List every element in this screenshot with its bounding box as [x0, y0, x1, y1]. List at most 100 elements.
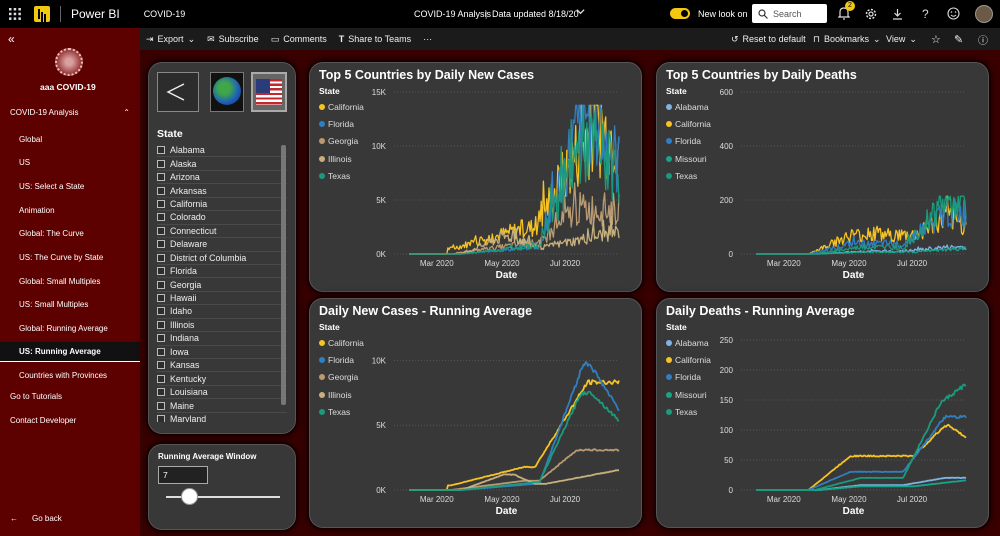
slicer-item-hawaii[interactable]: Hawaii [157, 292, 287, 306]
app-name[interactable]: Power BI [71, 7, 120, 21]
checkbox[interactable] [157, 320, 165, 329]
share-teams-button[interactable]: T Share to Teams [339, 34, 411, 44]
nav-page-us-running-average[interactable]: US: Running Average [0, 342, 140, 362]
series-line-texas[interactable] [756, 383, 967, 491]
slicer-item-georgia[interactable]: Georgia [157, 278, 287, 292]
edit-pencil-icon[interactable]: ✎ [954, 33, 964, 46]
legend-item[interactable]: Missouri [666, 386, 711, 403]
slicer-item-indiana[interactable]: Indiana [157, 332, 287, 346]
legend-item[interactable]: Illinois [319, 150, 364, 167]
slicer-item-alaska[interactable]: Alaska [157, 157, 287, 171]
slicer-item-kansas[interactable]: Kansas [157, 359, 287, 373]
running-average-slider[interactable] [166, 488, 280, 505]
search-box[interactable]: Search [752, 4, 827, 23]
checkbox[interactable] [157, 361, 165, 370]
slider-knob[interactable] [180, 488, 198, 505]
us-flag-button[interactable] [251, 72, 287, 112]
series-line-texas[interactable] [756, 195, 967, 255]
legend-item[interactable]: Florida [666, 133, 711, 150]
nav-tutorials[interactable]: Go to Tutorials [10, 392, 63, 401]
nav-page-us-small-multiples[interactable]: US: Small Multiples [19, 300, 89, 309]
line-chart[interactable]: 0K 5K 10K 15K Mar 2020 May 2020 Jul 2020 Date [309, 62, 642, 292]
checkbox[interactable] [157, 280, 165, 289]
checkbox[interactable] [157, 146, 165, 155]
series-line-georgia[interactable] [409, 182, 620, 255]
running-average-input[interactable]: 7 [158, 466, 208, 484]
download-icon[interactable] [892, 8, 903, 23]
line-chart[interactable]: 0K 5K 10K Mar 2020 May 2020 Jul 2020 Date [309, 298, 642, 528]
nav-page-countries-with-provinces[interactable]: Countries with Provinces [19, 371, 108, 380]
checkbox[interactable] [157, 186, 165, 195]
nav-page-global-running-average[interactable]: Global: Running Average [19, 324, 108, 333]
info-icon[interactable]: ⓘ [978, 35, 988, 47]
slicer-item-louisiana[interactable]: Louisiana [157, 386, 287, 400]
line-chart[interactable]: 0 200 400 600 Mar 2020 May 2020 Jul 2020 Date [656, 62, 989, 292]
report-center-title[interactable]: COVID-19 Analysis [414, 9, 492, 19]
legend-item[interactable]: Georgia [319, 369, 364, 386]
series-line-illinois[interactable] [409, 469, 620, 491]
legend-item[interactable]: Alabama [666, 98, 711, 115]
checkbox[interactable] [157, 159, 165, 168]
checkbox[interactable] [157, 213, 165, 222]
legend-item[interactable]: California [319, 334, 364, 351]
checkbox[interactable] [157, 401, 165, 410]
checkbox[interactable] [157, 294, 165, 303]
legend-item[interactable]: Texas [666, 404, 711, 421]
checkbox[interactable] [157, 226, 165, 235]
slicer-item-arizona[interactable]: Arizona [157, 171, 287, 185]
slicer-scrollbar[interactable] [281, 145, 286, 405]
gear-icon[interactable] [865, 8, 877, 23]
slicer-item-idaho[interactable]: Idaho [157, 305, 287, 319]
slicer-item-florida[interactable]: Florida [157, 265, 287, 279]
app-launcher-icon[interactable] [0, 0, 30, 28]
help-icon[interactable]: ? [922, 7, 929, 21]
nav-page-us-the-curve-by-state[interactable]: US: The Curve by State [19, 253, 104, 262]
star-icon[interactable]: ☆ [931, 33, 941, 46]
reset-default-button[interactable]: ↺ Reset to default [731, 34, 806, 45]
legend-item[interactable]: Alabama [666, 334, 711, 351]
series-line-texas[interactable] [409, 105, 620, 255]
report-name[interactable]: COVID-19 [143, 9, 186, 19]
nav-contact[interactable]: Contact Developer [10, 416, 77, 425]
more-options-button[interactable]: ··· [423, 34, 432, 44]
legend-item[interactable]: California [666, 351, 711, 368]
checkbox[interactable] [157, 199, 165, 208]
legend-item[interactable]: Texas [319, 168, 364, 185]
legend-item[interactable]: Florida [319, 351, 364, 368]
bookmarks-menu[interactable]: ⊓ Bookmarks ⌄ [813, 34, 881, 45]
legend-item[interactable]: Florida [319, 115, 364, 132]
legend-item[interactable]: Texas [319, 404, 364, 421]
series-line-missouri[interactable] [756, 246, 967, 255]
chevron-down-icon[interactable] [576, 7, 585, 19]
checkbox[interactable] [157, 347, 165, 356]
nav-page-global-the-curve[interactable]: Global: The Curve [19, 229, 84, 238]
slicer-item-maryland[interactable]: Maryland [157, 413, 287, 422]
go-back-button[interactable]: ← Go back [10, 514, 62, 523]
slicer-item-connecticut[interactable]: Connecticut [157, 225, 287, 239]
legend-item[interactable]: Illinois [319, 386, 364, 403]
checkbox[interactable] [157, 388, 165, 397]
line-chart[interactable]: 0 50 100 150 200 250 Mar 2020 May 2020 Jul 2020 D… [656, 298, 989, 528]
legend-item[interactable]: California [319, 98, 364, 115]
slicer-item-maine[interactable]: Maine [157, 399, 287, 413]
slicer-item-district-of-columbia[interactable]: District of Columbia [157, 252, 287, 265]
new-look-toggle[interactable] [670, 8, 690, 19]
checkbox[interactable] [157, 334, 165, 343]
series-line-california[interactable] [409, 379, 620, 491]
slicer-item-delaware[interactable]: Delaware [157, 238, 287, 252]
feedback-smiley-icon[interactable] [947, 7, 960, 23]
nav-page-animation[interactable]: Animation [19, 206, 55, 215]
checkbox[interactable] [157, 414, 165, 422]
globe-button[interactable] [210, 72, 244, 112]
user-avatar[interactable] [975, 5, 993, 23]
checkbox[interactable] [157, 307, 165, 316]
checkbox[interactable] [157, 253, 165, 262]
export-menu[interactable]: ⇥ Export ⌄ [146, 34, 195, 45]
slicer-item-iowa[interactable]: Iowa [157, 346, 287, 359]
checkbox[interactable] [157, 240, 165, 249]
subscribe-button[interactable]: ✉ Subscribe [207, 34, 259, 45]
slicer-item-arkansas[interactable]: Arkansas [157, 184, 287, 198]
data-updated[interactable]: Data updated 8/18/20 [492, 9, 579, 19]
slicer-item-alabama[interactable]: Alabama [157, 144, 287, 158]
checkbox[interactable] [157, 374, 165, 383]
